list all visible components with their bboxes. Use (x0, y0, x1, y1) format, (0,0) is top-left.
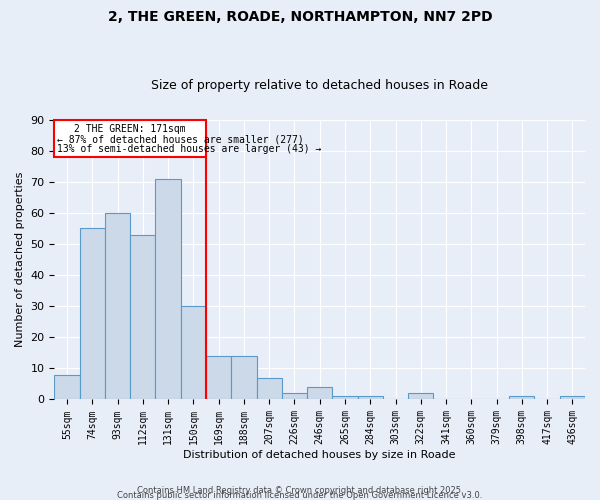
Text: Contains public sector information licensed under the Open Government Licence v3: Contains public sector information licen… (118, 491, 482, 500)
Bar (358, 396, 383, 400)
FancyBboxPatch shape (55, 120, 206, 157)
Title: Size of property relative to detached houses in Roade: Size of property relative to detached ho… (151, 79, 488, 92)
Text: Contains HM Land Registry data © Crown copyright and database right 2025.: Contains HM Land Registry data © Crown c… (137, 486, 463, 495)
Bar (55, 374, 80, 400)
Text: 13% of semi-detached houses are larger (43) →: 13% of semi-detached houses are larger (… (57, 144, 322, 154)
Bar (181, 306, 206, 400)
Bar (80, 228, 105, 400)
Bar (408, 394, 433, 400)
Bar (155, 178, 181, 400)
Bar (206, 356, 231, 400)
Bar (130, 234, 155, 400)
Bar (560, 396, 585, 400)
X-axis label: Distribution of detached houses by size in Roade: Distribution of detached houses by size … (184, 450, 456, 460)
Bar (332, 396, 358, 400)
Text: ← 87% of detached houses are smaller (277): ← 87% of detached houses are smaller (27… (57, 134, 304, 144)
Text: 2 THE GREEN: 171sqm: 2 THE GREEN: 171sqm (74, 124, 186, 134)
Bar (307, 387, 332, 400)
Bar (257, 378, 282, 400)
Bar (509, 396, 535, 400)
Bar (282, 394, 307, 400)
Y-axis label: Number of detached properties: Number of detached properties (15, 172, 25, 347)
Bar (231, 356, 257, 400)
Bar (105, 213, 130, 400)
Text: 2, THE GREEN, ROADE, NORTHAMPTON, NN7 2PD: 2, THE GREEN, ROADE, NORTHAMPTON, NN7 2P… (107, 10, 493, 24)
